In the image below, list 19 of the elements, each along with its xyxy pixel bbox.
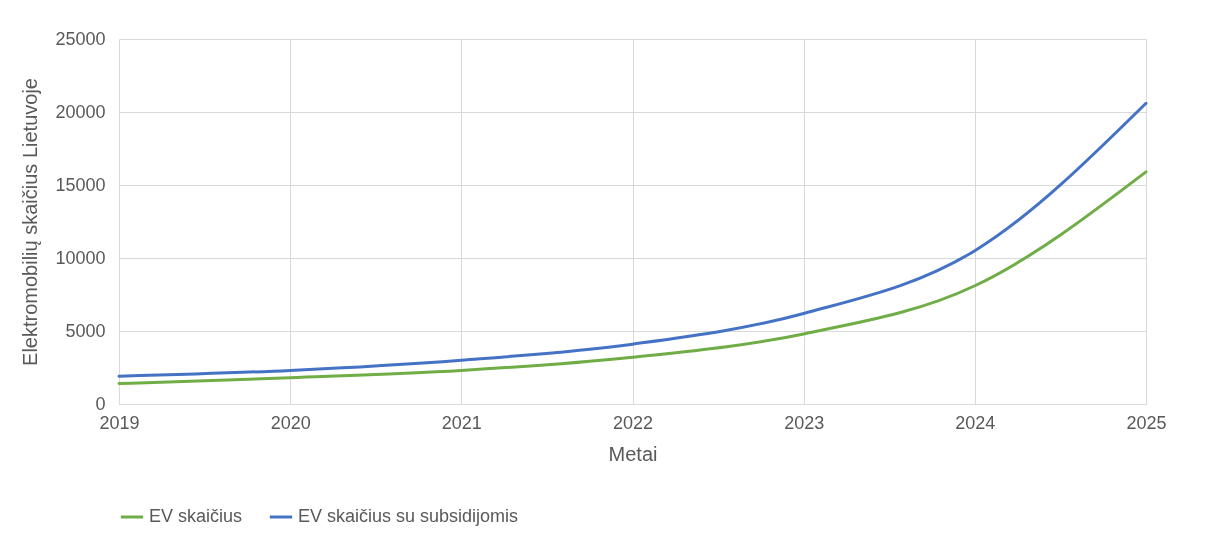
y-tick-label: 20000	[55, 101, 106, 122]
y-axis-title: Elektromobilių skaičius Lietuvoje	[19, 78, 42, 366]
line-series	[117, 101, 1148, 378]
y-tick-label: 10000	[55, 247, 106, 268]
x-tick-label: 2022	[612, 412, 654, 433]
x-tick-label: 2020	[270, 412, 311, 433]
y-tick-label: 0	[95, 393, 106, 414]
legend-label: EV skaičius	[149, 506, 243, 526]
x-tick-label: 2021	[441, 412, 482, 433]
x-tick-label: 2019	[99, 412, 140, 433]
x-tick-label: 2023	[784, 412, 825, 433]
y-tick-label: 5000	[65, 320, 106, 341]
x-tick-label: 2024	[955, 412, 996, 433]
legend-label: EV skaičius su subsidijomis	[298, 506, 519, 526]
y-tick-label: 25000	[55, 28, 106, 49]
x-axis-title: Metai	[608, 442, 658, 465]
y-tick-label: 15000	[55, 174, 106, 195]
line-series	[117, 170, 1148, 386]
x-tick-label: 2025	[1126, 412, 1167, 433]
